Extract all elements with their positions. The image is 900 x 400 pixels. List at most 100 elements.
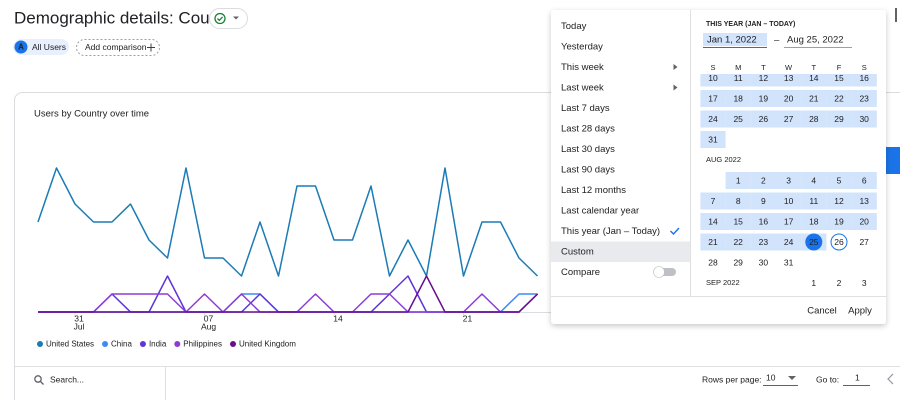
date-option[interactable]: This week — [561, 62, 604, 73]
calendar-day[interactable]: 29 — [733, 257, 743, 267]
calendar-day[interactable]: 5 — [837, 175, 842, 185]
calendar-day[interactable]: 25 — [733, 114, 743, 124]
calendar-day[interactable]: 15 — [834, 73, 844, 83]
range-band — [851, 172, 877, 189]
compare-label: Compare — [561, 267, 600, 278]
range-band — [826, 213, 852, 230]
range-band — [776, 90, 802, 107]
compare-toggle-knob — [653, 266, 665, 278]
calendar-day[interactable]: 24 — [784, 237, 794, 247]
go-to-value[interactable]: 1 — [855, 372, 860, 382]
calendar-day[interactable]: 31 — [708, 134, 718, 144]
calendar-day[interactable]: 21 — [809, 93, 819, 103]
calendar-day[interactable]: 27 — [784, 114, 794, 124]
date-option[interactable]: Last calendar year — [561, 206, 639, 217]
range-end-marker — [805, 233, 823, 251]
calendar-day[interactable]: 20 — [859, 216, 869, 226]
date-option[interactable]: Last 30 days — [561, 144, 615, 155]
calendar-day[interactable]: 21 — [708, 237, 718, 247]
calendar-day[interactable]: 2 — [837, 278, 842, 288]
calendar-day[interactable]: 22 — [733, 237, 743, 247]
calendar-day[interactable]: 15 — [733, 216, 743, 226]
date-option[interactable]: Last 90 days — [561, 165, 615, 176]
date-option[interactable]: Today — [561, 21, 587, 32]
calendar-day[interactable]: 3 — [786, 175, 791, 185]
date-option[interactable]: Custom — [561, 247, 594, 258]
calendar-day[interactable]: 14 — [809, 73, 819, 83]
calendar-day[interactable]: 25 — [809, 237, 819, 247]
prev-page[interactable] — [887, 373, 894, 385]
calendar-day[interactable]: 12 — [834, 196, 844, 206]
calendar-day[interactable]: 14 — [708, 216, 718, 226]
rows-per-page-value[interactable]: 10 — [766, 372, 776, 382]
date-option[interactable]: This year (Jan – Today) — [561, 226, 660, 237]
weekday-label: F — [837, 63, 842, 72]
calendar-day[interactable]: 31 — [784, 257, 794, 267]
calendar-day[interactable]: 10 — [784, 196, 794, 206]
calendar-day[interactable]: 11 — [809, 196, 818, 206]
calendar-day[interactable]: 9 — [761, 196, 766, 206]
calendar-day[interactable]: 18 — [809, 216, 819, 226]
calendar-day[interactable]: 10 — [708, 73, 718, 83]
calendar-day[interactable]: 30 — [859, 114, 869, 124]
calendar-day[interactable]: 19 — [834, 216, 844, 226]
calendar-day[interactable]: 20 — [784, 93, 794, 103]
calendar-day[interactable]: 16 — [859, 73, 869, 83]
date-option[interactable]: Last week — [561, 83, 604, 94]
calendar-day[interactable]: 13 — [859, 196, 869, 206]
apply-button[interactable]: Apply — [848, 306, 872, 317]
calendar-day[interactable]: 19 — [759, 93, 769, 103]
calendar-day[interactable]: 28 — [708, 257, 718, 267]
calendar-day[interactable]: 3 — [862, 278, 867, 288]
calendar-day[interactable]: 11 — [734, 73, 743, 83]
calendar-day[interactable]: 12 — [759, 73, 769, 83]
segment-badge-bg — [14, 40, 28, 54]
search-placeholder[interactable]: Search... — [50, 374, 84, 384]
calendar-day[interactable]: 17 — [708, 93, 718, 103]
add-comparison-button[interactable] — [76, 39, 160, 56]
today-marker — [830, 233, 848, 251]
legend-swatch — [37, 341, 43, 347]
calendar-day[interactable]: 28 — [809, 114, 819, 124]
calendar-day[interactable]: 13 — [784, 73, 794, 83]
calendar-day[interactable]: 7 — [711, 196, 716, 206]
calendar-day[interactable]: 22 — [834, 93, 844, 103]
calendar-day[interactable]: 4 — [811, 175, 816, 185]
calendar-day[interactable]: 24 — [708, 114, 718, 124]
calendar-day[interactable]: 27 — [859, 237, 869, 247]
top-icon[interactable] — [895, 8, 897, 22]
date-option[interactable]: Last 7 days — [561, 103, 610, 114]
date-option[interactable]: Last 28 days — [561, 124, 615, 135]
calendar-day[interactable]: 1 — [736, 175, 741, 185]
range-band — [725, 213, 751, 230]
calendar-day[interactable]: 8 — [736, 196, 741, 206]
range-band — [750, 110, 776, 128]
month-label: SEP 2022 — [706, 278, 740, 287]
end-date[interactable]: Aug 25, 2022 — [787, 35, 844, 46]
cancel-button[interactable]: Cancel — [807, 306, 837, 317]
calendar-day[interactable]: 16 — [759, 216, 769, 226]
calendar-day[interactable]: 17 — [784, 216, 794, 226]
legend-label: China — [111, 340, 132, 349]
range-band — [826, 90, 852, 107]
calendar-day[interactable]: 30 — [759, 257, 769, 267]
chart-title: Users by Country over time — [34, 109, 149, 120]
calendar-day[interactable]: 26 — [759, 114, 769, 124]
start-date[interactable]: Jan 1, 2022 — [707, 35, 757, 46]
calendar-day[interactable]: 1 — [811, 278, 816, 288]
segment-chip[interactable] — [13, 39, 69, 55]
side-tab[interactable] — [886, 147, 900, 174]
calendar-day[interactable]: 23 — [859, 93, 869, 103]
range-band — [750, 213, 776, 230]
date-option[interactable]: Last 12 months — [561, 185, 626, 196]
date-option[interactable]: Yesterday — [561, 42, 603, 53]
search-icon[interactable] — [34, 375, 42, 383]
calendar-day[interactable]: 18 — [733, 93, 743, 103]
calendar-day[interactable]: 29 — [834, 114, 844, 124]
calendar-day[interactable]: 23 — [759, 237, 769, 247]
calendar-day[interactable]: 6 — [862, 175, 867, 185]
calendar-day[interactable]: 2 — [761, 175, 766, 185]
calendar-day[interactable]: 26 — [834, 237, 844, 247]
weekday-label: T — [812, 63, 817, 72]
